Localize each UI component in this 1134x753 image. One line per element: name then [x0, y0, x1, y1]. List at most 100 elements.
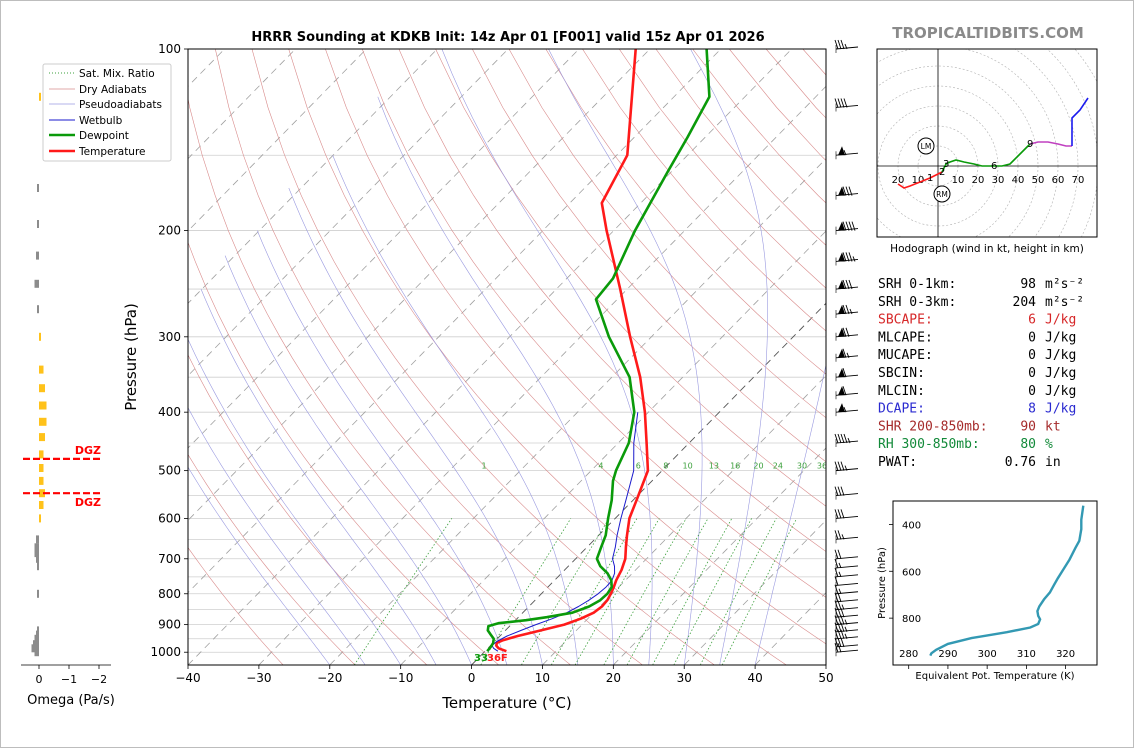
index-unit: J/kg: [1045, 330, 1076, 345]
omega-bar: [39, 384, 45, 392]
theta-e-x-tick-label: 280: [899, 649, 918, 660]
index-value: 6: [1028, 313, 1036, 328]
omega-axis-label: Omega (Pa/s): [27, 693, 115, 708]
wind-barb-full: [835, 530, 838, 539]
omega-bar: [37, 305, 39, 313]
pseudo-adiabat-line: [201, 289, 436, 665]
index-value: 98: [1020, 277, 1036, 292]
x-tick-label: 40: [747, 671, 762, 685]
hodograph-ring-label: 10: [952, 175, 965, 186]
hodograph-height-label: 6: [991, 161, 997, 172]
omega-tick-label: −1: [61, 673, 77, 686]
isotherm-line: [117, 49, 721, 665]
wind-barb: [835, 616, 858, 629]
theta-e-frame: [893, 501, 1097, 665]
surface-temperature-label: 36F: [487, 653, 508, 664]
temperature-profile-line: [496, 49, 648, 651]
omega-bar: [39, 450, 44, 458]
wind-barb-full: [838, 487, 841, 496]
wind-barb: [836, 328, 858, 341]
omega-bar: [39, 477, 44, 485]
x-tick-label: 20: [606, 671, 621, 685]
index-value: 0: [1028, 384, 1036, 399]
wind-barb-half: [853, 256, 855, 261]
x-axis-label: Temperature (°C): [441, 694, 571, 712]
wind-barb: [836, 146, 858, 159]
hodograph-ring-label: 30: [992, 175, 1005, 186]
isotherm-line: [826, 49, 1134, 665]
wind-barb-flag: [838, 222, 845, 231]
legend-label-pseudoadiabats: Pseudoadiabats: [79, 99, 162, 111]
omega-bar: [39, 402, 47, 410]
dry-adiabat-line: [325, 49, 858, 665]
x-tick-label: −30: [246, 671, 271, 685]
wind-barb-full: [841, 487, 844, 496]
wind-barb-shaft: [836, 600, 858, 602]
wind-barb-flag: [838, 280, 845, 289]
wind-barb: [835, 487, 858, 500]
theta-e-x-label: Equivalent Pot. Temperature (K): [915, 671, 1074, 682]
wind-barb-flag: [838, 252, 845, 261]
wind-barb: [835, 530, 858, 543]
omega-bar: [35, 543, 40, 551]
index-unit: J/kg: [1045, 313, 1076, 328]
chart-title: HRRR Sounding at KDKB Init: 14z Apr 01 […: [251, 30, 764, 45]
dry-adiabat-line: [803, 49, 1134, 665]
wind-barb-full: [835, 585, 838, 594]
omega-bar: [39, 433, 45, 441]
wind-barb-full: [841, 40, 844, 49]
index-unit: J/kg: [1045, 384, 1076, 399]
dgz-label-upper: DGZ: [75, 444, 101, 457]
index-unit: J/kg: [1045, 366, 1076, 381]
pseudo-adiabat-line: [175, 309, 401, 665]
surface-dewpoint-label: 33: [474, 653, 488, 664]
omega-bar: [37, 626, 39, 634]
wind-barb: [836, 368, 858, 381]
omega-ticks: 0−1−2: [36, 665, 108, 686]
isotherm-line: [188, 49, 792, 665]
y-tick-label: 500: [158, 464, 181, 478]
theta-e-y-tick-label: 800: [902, 614, 921, 625]
index-unit: kt: [1045, 419, 1061, 434]
index-unit: J/kg: [1045, 348, 1076, 363]
omega-bar: [39, 514, 41, 522]
mixing-ratio-label: 24: [773, 462, 783, 471]
wind-barb: [835, 462, 858, 475]
wind-barb-full: [835, 487, 838, 496]
wind-barb-full: [841, 462, 844, 471]
wind-barb: [835, 40, 858, 53]
omega-bar: [39, 93, 41, 101]
y-tick-label: 1000: [150, 645, 181, 659]
index-row: RH 300-850mb:80%: [878, 437, 1053, 452]
omega-tick-label: −2: [91, 673, 107, 686]
x-tick-label: 10: [535, 671, 550, 685]
mixing-ratio-label: 1: [482, 462, 487, 471]
storm-motion-label: RM: [936, 190, 948, 199]
mixing-ratio-label: 10: [683, 462, 693, 471]
wind-barb-flag: [838, 187, 845, 196]
dry-adiabat-line: [289, 49, 787, 665]
wetbulb-profile-line: [492, 412, 638, 651]
hodograph-ring-label: 40: [1012, 175, 1025, 186]
isotherm-line: [755, 49, 1134, 665]
wind-barb: [835, 559, 858, 572]
wind-barb-full: [835, 550, 838, 559]
wind-barb-shaft: [836, 608, 858, 610]
x-tick-label: −10: [388, 671, 413, 685]
mixing-ratio-label: 30: [797, 462, 807, 471]
x-tick-label: −20: [317, 671, 342, 685]
index-label: SBCIN:: [878, 366, 925, 381]
index-value: 204: [1013, 295, 1037, 310]
wind-barb-flag: [838, 349, 845, 358]
x-tick-label: −40: [175, 671, 200, 685]
hodograph-height-label: 9: [1027, 139, 1033, 150]
legend: Sat. Mix. Ratio Dry Adiabats Pseudoadiab…: [43, 64, 171, 161]
omega-bar: [39, 333, 41, 341]
mixing-ratio-line: [627, 518, 708, 665]
wind-barb-full: [838, 550, 841, 559]
